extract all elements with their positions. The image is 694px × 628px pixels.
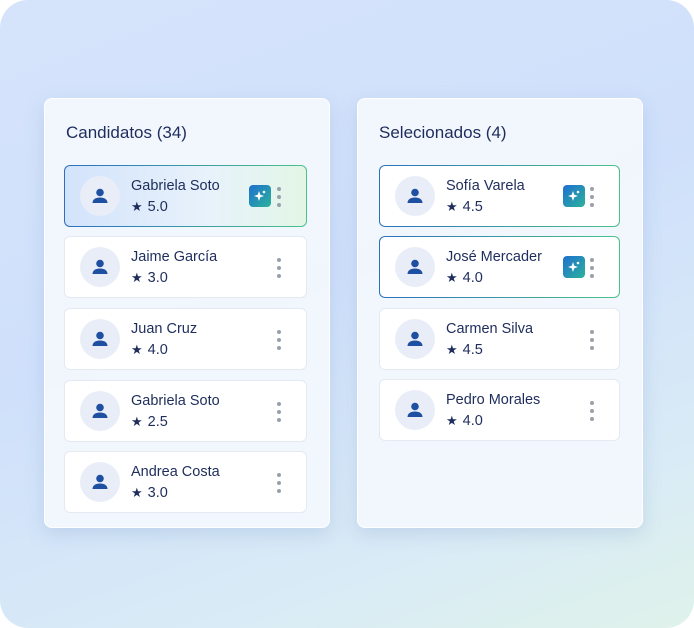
star-icon: ★ [131,414,143,429]
star-icon: ★ [131,485,143,500]
column-title: Selecionados (4) [379,123,507,142]
candidate-card[interactable]: Gabriela Soto ★ 5.0 [64,165,307,227]
candidate-card[interactable]: Gabriela Soto ★ 2.5 [64,380,307,442]
star-icon: ★ [131,270,143,285]
more-vertical-icon[interactable] [276,473,282,493]
sparkle-icon[interactable] [563,256,585,278]
user-icon [80,462,120,502]
candidate-card[interactable]: Pedro Morales ★ 4.0 [379,379,620,441]
user-icon [80,247,120,287]
candidate-name: Carmen Silva [446,321,534,337]
rating-value: 3.0 [147,485,168,501]
user-icon [80,391,120,431]
more-vertical-icon[interactable] [589,187,595,207]
candidate-name: Sofía Varela [446,178,525,194]
candidate-name: Jaime García [131,249,218,265]
rating-value: 4.0 [462,270,483,286]
star-icon: ★ [446,342,458,357]
candidate-rating: ★ 2.5 [131,414,168,430]
candidate-rating: ★ 4.5 [446,342,483,358]
more-vertical-icon[interactable] [589,401,595,421]
column-title: Candidatos (34) [66,123,187,142]
candidate-rating: ★ 4.0 [446,413,483,429]
candidate-rating: ★ 4.5 [446,199,483,215]
sparkle-icon[interactable] [563,185,585,207]
star-icon: ★ [446,199,458,214]
candidates-column: Candidatos (34) Gabriela Soto ★ 5.0 Jaime… [44,98,330,528]
user-icon [80,319,120,359]
candidate-card[interactable]: Carmen Silva ★ 4.5 [379,308,620,370]
rating-value: 4.0 [462,413,483,429]
candidate-name: Gabriela Soto [131,178,220,194]
candidate-rating: ★ 3.0 [131,270,168,286]
more-vertical-icon[interactable] [276,402,282,422]
candidate-name: Gabriela Soto [131,393,220,409]
candidate-rating: ★ 5.0 [131,199,168,215]
candidate-card[interactable]: Andrea Costa ★ 3.0 [64,451,307,513]
more-vertical-icon[interactable] [589,330,595,350]
rating-value: 3.0 [147,270,168,286]
candidate-name: José Mercader [446,249,542,265]
candidate-card[interactable]: Sofía Varela ★ 4.5 [379,165,620,227]
more-vertical-icon[interactable] [276,330,282,350]
candidate-card[interactable]: Jaime García ★ 3.0 [64,236,307,298]
sparkle-icon[interactable] [249,185,271,207]
more-vertical-icon[interactable] [276,187,282,207]
selected-column: Selecionados (4) Sofía Varela ★ 4.5 José … [357,98,643,528]
more-vertical-icon[interactable] [276,258,282,278]
user-icon [395,390,435,430]
star-icon: ★ [131,199,143,214]
star-icon: ★ [131,342,143,357]
candidate-rating: ★ 4.0 [446,270,483,286]
star-icon: ★ [446,413,458,428]
candidate-name: Pedro Morales [446,392,541,408]
rating-value: 2.5 [147,414,168,430]
candidate-rating: ★ 4.0 [131,342,168,358]
rating-value: 4.0 [147,342,168,358]
candidate-card[interactable]: José Mercader ★ 4.0 [379,236,620,298]
user-icon [80,176,120,216]
rating-value: 4.5 [462,342,483,358]
rating-value: 4.5 [462,199,483,215]
user-icon [395,176,435,216]
user-icon [395,319,435,359]
more-vertical-icon[interactable] [589,258,595,278]
candidate-card[interactable]: Juan Cruz ★ 4.0 [64,308,307,370]
star-icon: ★ [446,270,458,285]
rating-value: 5.0 [147,199,168,215]
candidate-rating: ★ 3.0 [131,485,168,501]
user-icon [395,247,435,287]
candidate-name: Juan Cruz [131,321,198,337]
candidate-name: Andrea Costa [131,464,220,480]
